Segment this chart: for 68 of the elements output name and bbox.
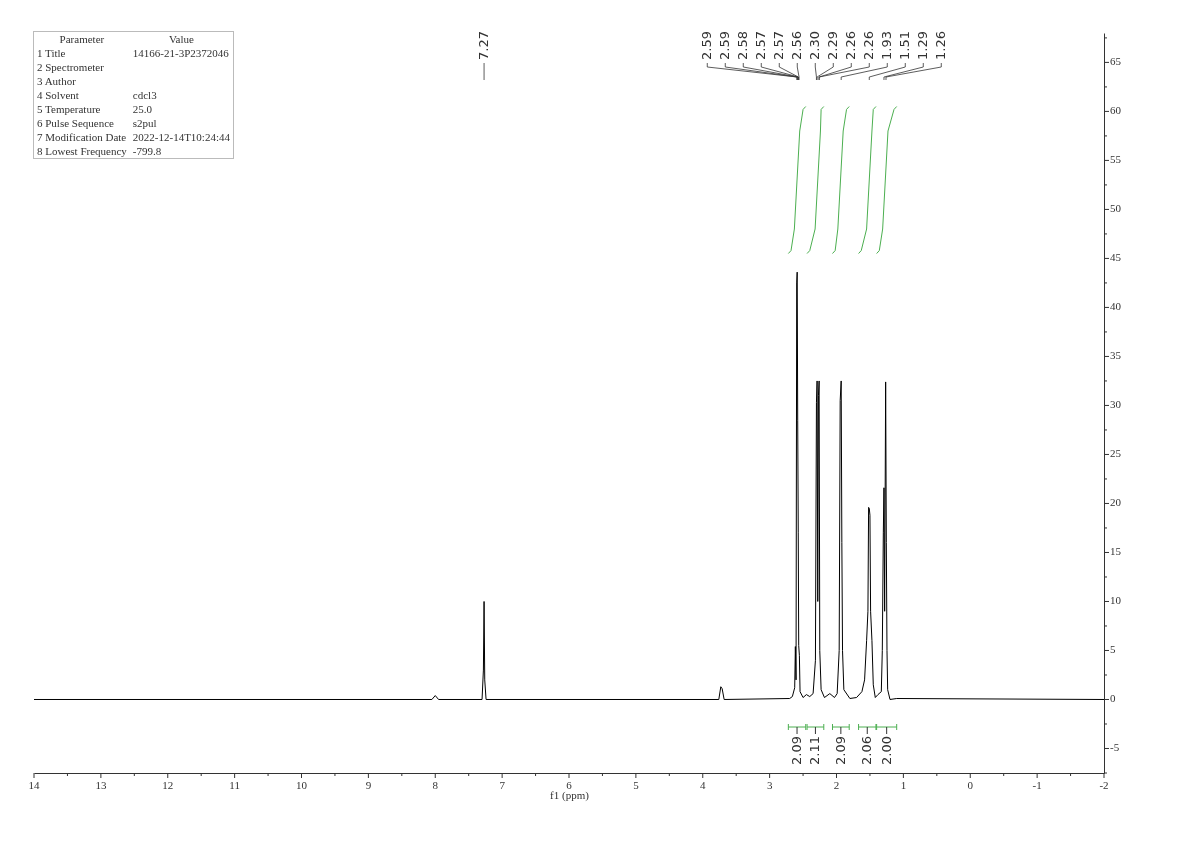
annotation: 2.09 [832, 736, 848, 765]
y-tick-label: 40 [1110, 300, 1122, 313]
line-series [876, 106, 898, 255]
x-tick-label: 6 [566, 779, 573, 791]
x-axis-title: f1 (ppm) [550, 788, 590, 802]
y-tick-label: 5 [1110, 643, 1116, 656]
annotation: 2.59 [717, 31, 733, 60]
line-series [831, 106, 850, 255]
x-tick-label: 8 [432, 779, 439, 791]
annotation: 2.59 [699, 31, 715, 60]
y-tick-label: 55 [1110, 153, 1122, 166]
x-tick-label: 13 [95, 779, 107, 791]
text: 1 Title 14166-21-3P2372046 [37, 47, 229, 59]
x-tick-label: 7 [499, 779, 506, 791]
text: 6 Pulse Sequence s2pul [37, 117, 157, 129]
annotation: 2.56 [789, 31, 805, 60]
x-tick-label: 0 [967, 779, 974, 791]
x-tick-label: 4 [700, 779, 706, 791]
line-series [787, 106, 807, 255]
annotation: 2.57 [753, 31, 769, 60]
x-tick-label: 9 [365, 779, 372, 791]
y-tick-label: 10 [1110, 594, 1122, 607]
x-tick-label: 10 [296, 779, 308, 791]
annotation: 3 Author [36, 74, 77, 88]
x-tick-label: 5 [633, 779, 640, 791]
annotation: 2.30 [807, 31, 823, 60]
x-tick-label: 3 [766, 779, 773, 791]
x-tick-label: 1 [900, 779, 907, 791]
y-tick-label: 50 [1110, 202, 1122, 215]
x-tick-label: 12 [162, 779, 174, 791]
x-tick-label: 11 [229, 779, 240, 791]
annotation: 2.26 [843, 31, 859, 60]
y-tick-label: 35 [1110, 349, 1122, 362]
line-series [806, 106, 825, 255]
y-tick-label: 0 [1110, 692, 1116, 705]
annotation: 2.09 [789, 736, 805, 765]
text: 5 Temperature 25.0 [37, 103, 153, 115]
y-tick-label: 20 [1110, 496, 1122, 509]
x-tick-label: 2 [833, 779, 840, 791]
annotation: 1.93 [879, 31, 895, 60]
annotation: 1.29 [915, 31, 931, 60]
annotation: 7 Modification Date 2022-12-14T10:24:44 [36, 130, 231, 144]
annotation: 2.11 [807, 736, 823, 765]
annotation: 2 Spectrometer [36, 60, 105, 74]
annotation: 2.57 [771, 31, 787, 60]
y-tick-label: 15 [1110, 545, 1122, 558]
annotation: 7.27 [476, 31, 492, 60]
y-tick-label: 45 [1110, 251, 1122, 264]
y-tick-label: 60 [1110, 104, 1122, 117]
annotation: 8 Lowest Frequency -799.8 [36, 144, 163, 159]
line-series [858, 106, 877, 255]
annotation: 2.26 [861, 31, 877, 60]
y-tick-label: 30 [1110, 398, 1122, 411]
text: 4 Solvent cdcl3 [37, 89, 157, 101]
y-tick-label: -5 [1110, 741, 1120, 754]
y-tick-label: 65 [1110, 55, 1122, 68]
annotation: 2.58 [735, 31, 751, 60]
annotation: 2.06 [859, 736, 875, 765]
annotation: 2.00 [878, 736, 894, 765]
x-tick-label: -1 [1032, 779, 1042, 791]
annotation: 1.26 [933, 31, 949, 60]
y-tick-label: 25 [1110, 447, 1122, 460]
annotation: 1.51 [897, 31, 913, 60]
annotation: 2.29 [825, 31, 841, 60]
x-tick-label: 14 [28, 779, 40, 791]
line-series [34, 271, 1104, 700]
x-tick-label: -2 [1099, 779, 1109, 791]
text: Parameter Value [59, 33, 194, 45]
